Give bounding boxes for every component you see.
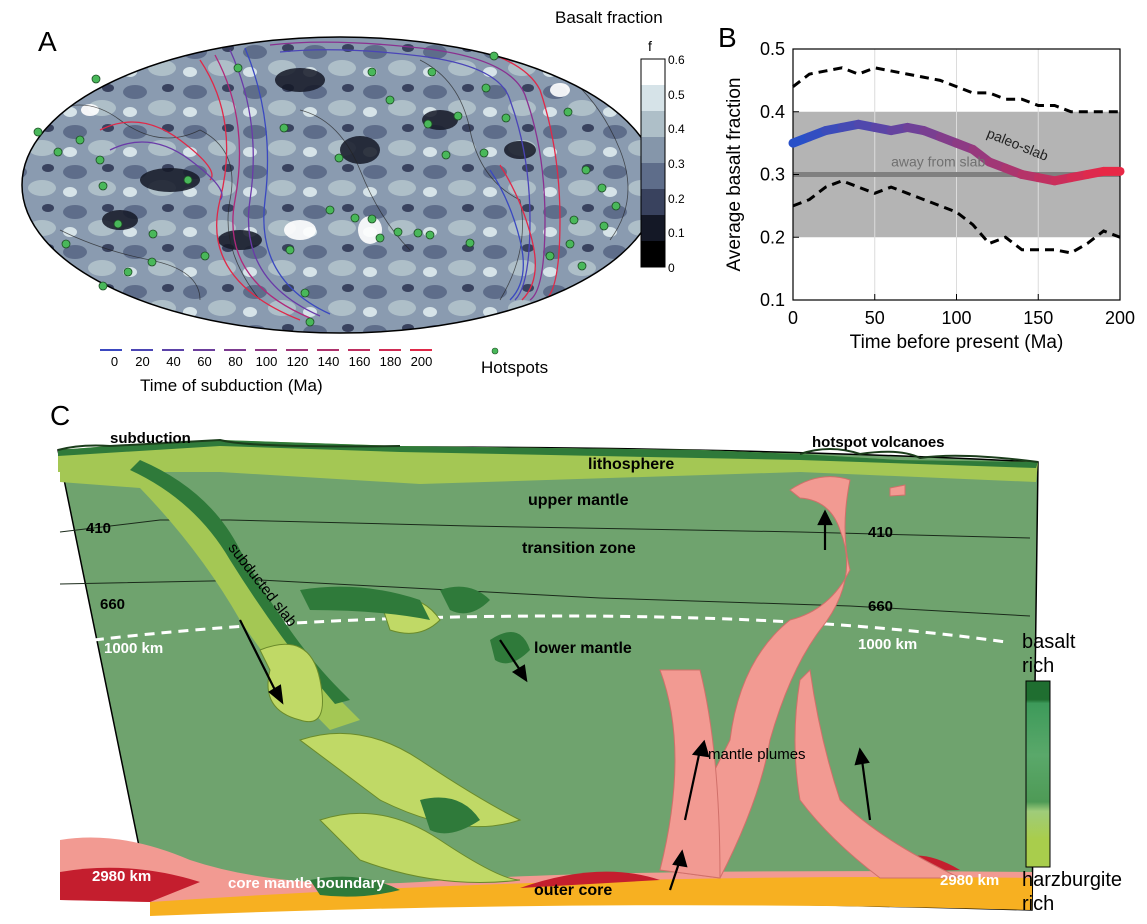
depth-1000km-left: 1000 km: [104, 640, 164, 657]
time-tick: 40: [166, 354, 181, 369]
colorbar-segment: [641, 189, 665, 216]
scale-bottom-line1: harzburgite: [1022, 869, 1123, 891]
flow-arrows: [239, 509, 872, 891]
mantle-body: [58, 446, 1038, 910]
transition-zone-label: transition zone: [522, 540, 636, 557]
y-axis-label: Average basalt fraction: [724, 78, 745, 272]
cmb-layer: [60, 837, 1032, 902]
panel-c-letter: C: [50, 400, 71, 431]
hotspot-markers: [33, 51, 621, 327]
mantle-cross-section: [57, 438, 1039, 916]
colorbar: [640, 58, 666, 268]
colorbar-tick: 0.1: [668, 226, 685, 241]
colorbar-tick: 0.4: [668, 122, 685, 137]
cmb-label: core mantle boundary: [228, 875, 385, 892]
scale-top-line1: basalt: [1022, 631, 1076, 653]
upper-mantle-label: upper mantle: [528, 492, 629, 509]
panel-b-chart: 0 50 100 150 200 0.1 0.2 0.3 0.4 0.5 Time before p…: [724, 39, 1135, 353]
series-line-lower: [792, 179, 1121, 255]
time-tick: 180: [379, 354, 402, 369]
mantle-plumes-label: mantle plumes: [708, 746, 806, 763]
time-tick: 200: [410, 354, 433, 369]
panel-a-letter: A: [38, 26, 57, 57]
y-tick-label: 0.5: [760, 39, 785, 59]
lithosphere-label: lithosphere: [588, 456, 675, 473]
x-tick-label: 0: [788, 308, 798, 328]
colorbar-segment: [641, 137, 665, 164]
time-tick: 160: [348, 354, 371, 369]
boundary-410: [59, 519, 1031, 539]
basalt-scale-bar: [1025, 680, 1051, 868]
hotspot-volcanoes-label: hotspot volcanoes: [812, 434, 945, 451]
time-legend-label: Time of subduction (Ma): [140, 376, 323, 395]
colorbar-segment: [641, 163, 665, 190]
colorbar-segment: [641, 215, 665, 242]
colorbar-title: Basalt fraction: [555, 8, 663, 27]
time-tick: 20: [135, 354, 150, 369]
subduction-lines: [99, 37, 561, 321]
colorbar-tick: 0.5: [668, 87, 685, 102]
y-tick-label: 0.3: [760, 165, 785, 185]
time-tick: 80: [228, 354, 243, 369]
scale-bottom-label: harzburgite rich: [1022, 868, 1122, 916]
depth-2980km-left: 2980 km: [92, 868, 152, 885]
depth-1000km-right: 1000 km: [858, 636, 918, 653]
time-legend-ticks: 0 20 40 60 80 100 120 140 160 180 200: [102, 354, 437, 369]
scale-bottom-line2: rich: [1022, 893, 1055, 915]
colorbar-segment: [641, 59, 665, 86]
colorbar-tick: 0.6: [668, 53, 685, 67]
subduction-label: subduction: [110, 430, 191, 447]
depth-410-right: 410: [868, 524, 894, 541]
x-axis-label: Time before present (Ma): [850, 332, 1064, 353]
colorbar-segment: [641, 241, 665, 268]
scale-top-label: basalt rich: [1022, 630, 1075, 678]
scale-top-line2: rich: [1022, 655, 1055, 677]
time-tick: 140: [317, 354, 340, 369]
lower-mantle-label: lower mantle: [534, 640, 632, 657]
y-tick-label: 0.2: [760, 227, 785, 247]
x-tick-label: 150: [1023, 308, 1053, 328]
away-from-slab-label: away from slab: [891, 154, 985, 170]
colorbar-segment: [641, 85, 665, 112]
hotspot-legend-icon: [491, 347, 499, 355]
boundary-1000km: [93, 614, 1007, 644]
time-tick: 60: [197, 354, 212, 369]
time-legend-lines: [100, 349, 432, 351]
depth-660-right: 660: [868, 598, 894, 615]
depth-2980km-right: 2980 km: [940, 872, 1000, 889]
y-tick-label: 0.4: [760, 102, 785, 122]
y-tick-label: 0.1: [760, 290, 785, 310]
x-tick-label: 100: [941, 308, 971, 328]
colorbar-tick: 0.3: [668, 157, 685, 172]
boundary-660: [59, 579, 1031, 617]
depth-410-left: 410: [86, 520, 112, 537]
basalt-debris: [300, 586, 530, 897]
lithosphere-layer: [58, 440, 1038, 484]
panel-b-letter: B: [718, 22, 737, 53]
x-tick-label: 200: [1105, 308, 1135, 328]
time-tick: 100: [255, 354, 278, 369]
outer-core-label: outer core: [534, 882, 613, 899]
colorbar-tick: 0: [668, 261, 675, 276]
x-tick-label: 50: [865, 308, 885, 328]
panel-a-map: [21, 36, 659, 334]
time-tick: 0: [110, 354, 119, 369]
hotspots-label: Hotspots: [481, 358, 549, 377]
series-line-upper: [792, 66, 1120, 114]
colorbar-segment: [641, 111, 665, 138]
outer-core: [150, 875, 1032, 916]
colorbar-tick: 0.2: [668, 191, 685, 206]
mantle-plumes: [659, 476, 961, 879]
time-tick: 120: [286, 354, 309, 369]
slab-debris: [259, 597, 522, 883]
basalt-fraction-map: [22, 37, 658, 333]
colorbar-symbol: f: [648, 38, 652, 54]
depth-660-left: 660: [100, 596, 126, 613]
